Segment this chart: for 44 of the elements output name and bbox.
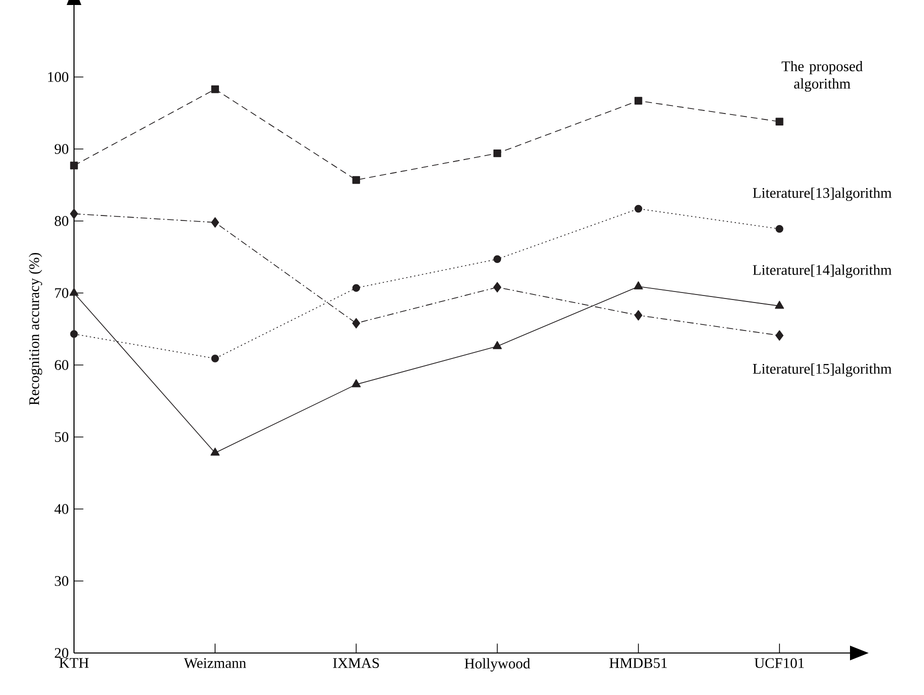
y-tick-label: 70 (55, 288, 68, 298)
y-tick-label: 100 (48, 72, 68, 82)
y-axis-title: Recognition accuracy (%) (28, 253, 42, 406)
point (211, 354, 219, 362)
y-tick-label: 90 (54, 144, 68, 154)
series-label: The proposed algorithm (782, 60, 863, 92)
series-label: Literature[14]algorithm (752, 264, 892, 278)
point (634, 281, 643, 290)
y-tick-label: 30 (54, 576, 68, 586)
point (774, 300, 784, 309)
x-tick-label: Weizmann (184, 658, 246, 668)
y-tick-label: 50 (55, 432, 68, 442)
y-tick-label: 40 (54, 504, 68, 514)
y-tick-label: 80 (54, 216, 68, 226)
point (775, 330, 784, 341)
point (352, 318, 360, 328)
point (776, 118, 784, 126)
point (352, 176, 360, 184)
x-tick-label: UCF101 (754, 658, 804, 668)
y-tick-label: 20 (54, 648, 68, 658)
text: Literature[15]algorithm (752, 363, 892, 377)
x-tick-label: Hollywood (464, 658, 530, 672)
point (211, 85, 219, 94)
y-tick-label: 60 (54, 360, 68, 370)
point (776, 225, 784, 233)
x-tick-label: IXMAS (333, 658, 379, 668)
point (634, 204, 642, 213)
point (492, 341, 502, 350)
point (493, 282, 502, 292)
point (634, 310, 642, 321)
point (493, 149, 502, 158)
point (210, 448, 220, 456)
point (352, 284, 360, 292)
point (69, 288, 79, 296)
point (211, 217, 220, 228)
point (70, 162, 78, 170)
series-label: Literature[13]algorithm (752, 188, 892, 201)
point (634, 96, 642, 105)
x-tick-label: HMDB51 (609, 658, 667, 668)
x-tick-label: KTH (59, 658, 89, 668)
point (352, 379, 361, 388)
point (70, 208, 78, 219)
point (70, 330, 78, 338)
point (493, 255, 502, 264)
